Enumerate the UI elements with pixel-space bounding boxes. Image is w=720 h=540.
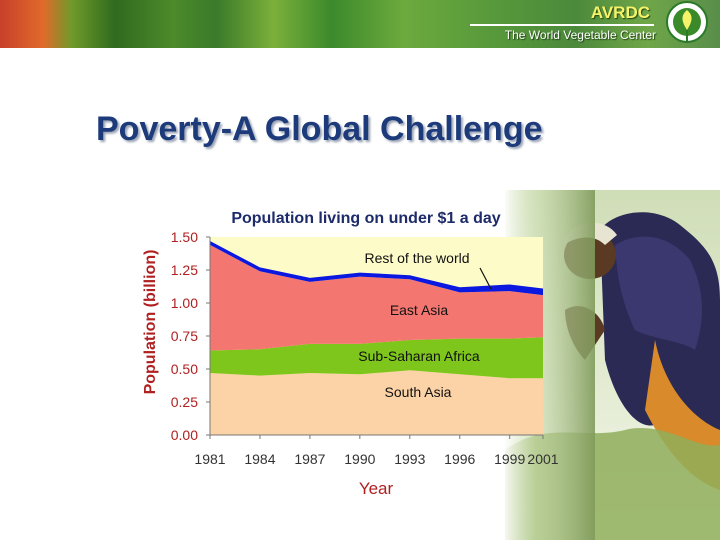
brand-tagline: The World Vegetable Center <box>504 28 656 42</box>
poverty-chart: Population living on under $1 a day Popu… <box>130 200 570 510</box>
area-label-south-asia: South Asia <box>385 384 452 400</box>
chart-title: Population living on under $1 a day <box>231 210 500 227</box>
area-label-rest-of-world-leader <box>479 267 492 290</box>
area-label-sub-saharan-africa: Sub-Saharan Africa <box>358 348 480 364</box>
y-axis-label: Population (billion) <box>142 250 159 395</box>
area-rest-of-the-world <box>210 241 543 296</box>
chart-svg: Population living on under $1 a day Popu… <box>142 210 559 498</box>
y-tick-label: 1.00 <box>171 295 198 311</box>
farmer-photo <box>505 190 720 540</box>
x-tick-label: 1984 <box>244 451 275 467</box>
y-tick-label: 1.50 <box>171 229 198 245</box>
y-tick-label: 0.00 <box>171 427 198 443</box>
area-sub-saharan-africa <box>210 337 543 379</box>
x-tick-label: 1999 <box>494 451 525 467</box>
brand-underline <box>470 24 654 26</box>
brand-name: AVRDC <box>590 3 650 22</box>
x-tick-label: 2001 <box>527 451 558 467</box>
y-tick-label: 0.75 <box>171 328 198 344</box>
x-tick-label: 1993 <box>394 451 425 467</box>
avrdc-logo-icon <box>666 1 708 43</box>
x-tick-label: 1981 <box>194 451 225 467</box>
y-tick-label: 0.50 <box>171 361 198 377</box>
x-tick-label: 1996 <box>444 451 475 467</box>
area-south-asia <box>210 370 543 435</box>
slide-title: Poverty-A Global Challenge <box>96 110 543 148</box>
y-tick-label: 0.25 <box>171 394 198 410</box>
y-tick-label: 1.25 <box>171 262 198 278</box>
x-tick-label: 1990 <box>344 451 375 467</box>
x-axis-label: Year <box>359 479 394 498</box>
header-banner: AVRDC The World Vegetable Center <box>0 0 720 48</box>
area-label-east-asia: East Asia <box>390 302 449 318</box>
area-label-rest-of-world: Rest of the world <box>364 250 469 266</box>
x-tick-label: 1987 <box>294 451 325 467</box>
area-east-asia <box>210 244 543 351</box>
